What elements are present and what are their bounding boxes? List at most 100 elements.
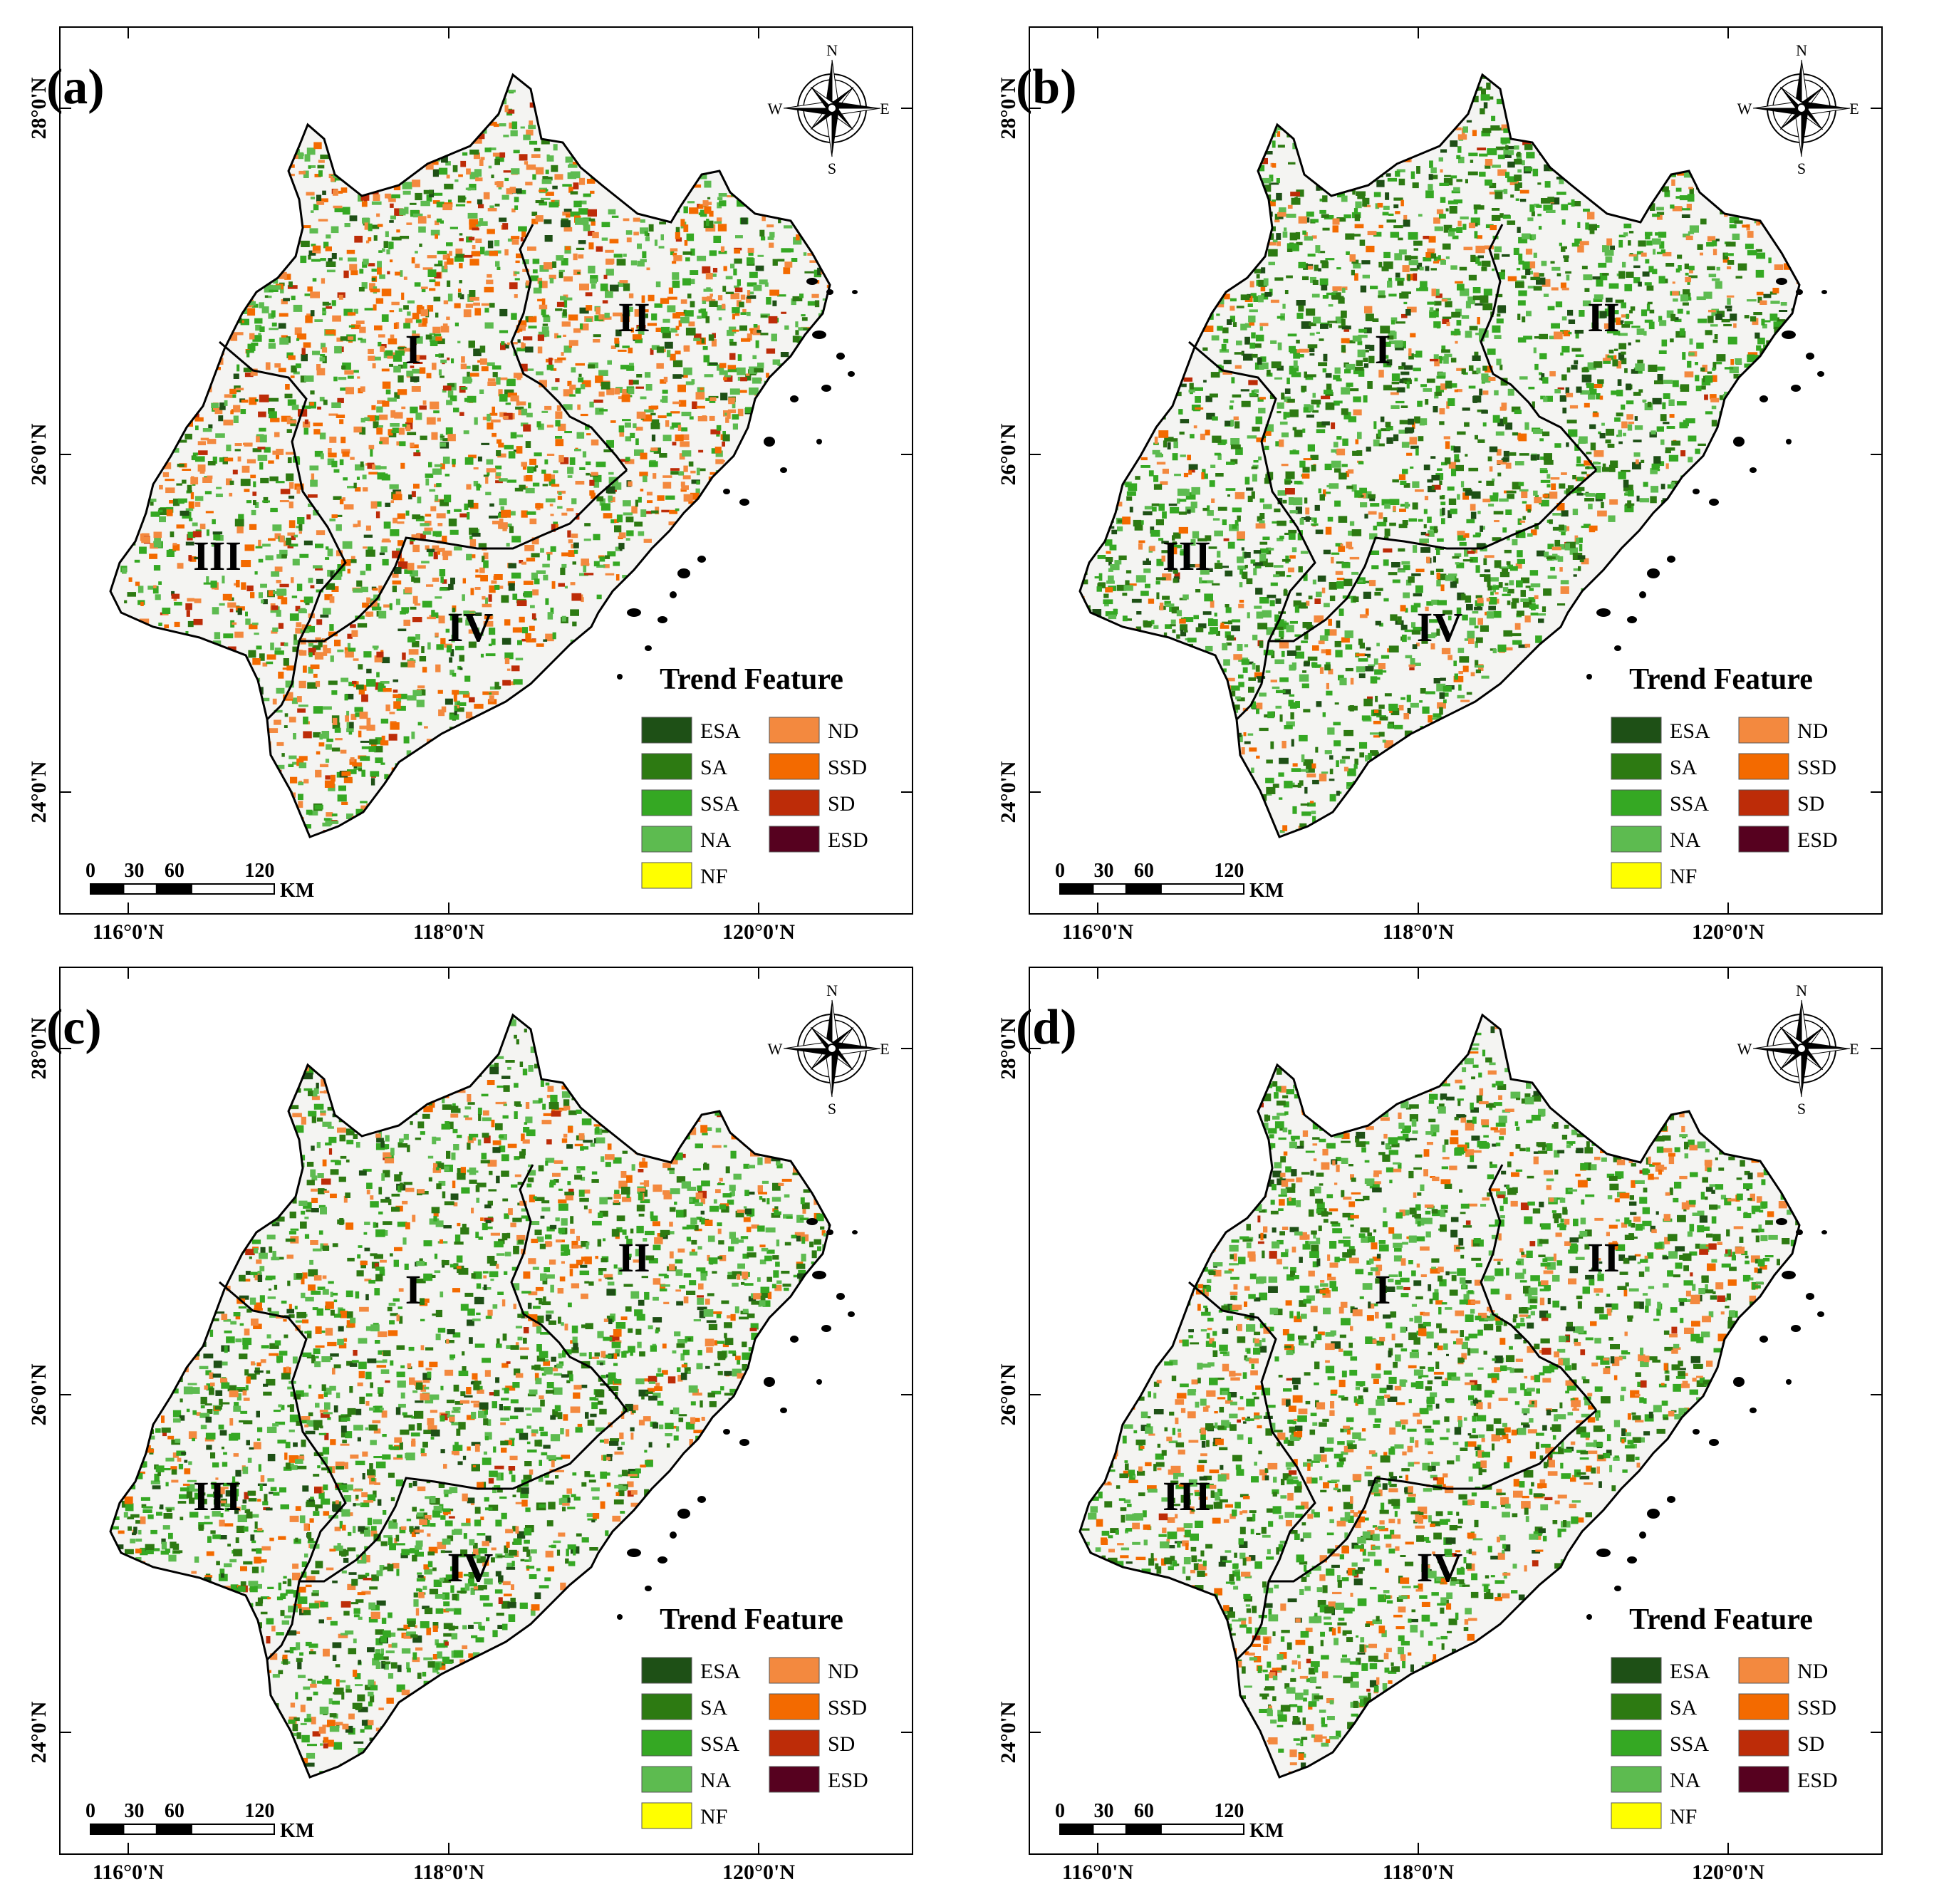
map-panel-b: (b) I II III IV N S E W 28°0'N 26°0'N 24°0'N 116°0'N… — [970, 0, 1939, 940]
island — [677, 1509, 690, 1519]
scale-unit: KM — [280, 880, 314, 902]
island — [723, 1429, 730, 1435]
island — [821, 1325, 831, 1332]
longitude-tick-label: 116°0'N — [1062, 1861, 1134, 1880]
region-boundary — [219, 1281, 347, 1661]
latitude-tick-label: 24°0'N — [997, 1701, 1020, 1763]
island — [848, 1311, 855, 1317]
province-outline — [1078, 1013, 1801, 1779]
legend-label-ssd: SSD — [828, 1696, 867, 1720]
legend: Trend Feature ESA SA SSA NA NF ND SSD SD ESD — [1611, 663, 1838, 889]
legend-label-nf: NF — [700, 865, 727, 888]
island — [1750, 467, 1757, 473]
province-outline — [109, 73, 831, 838]
compass-icon: N S E W — [768, 982, 890, 1118]
legend-swatch-nf — [641, 862, 692, 889]
island — [1667, 556, 1675, 563]
island — [1709, 499, 1719, 506]
region-boundary — [1269, 469, 1597, 643]
island — [1733, 1377, 1745, 1387]
map-svg: (d)IIIIIIIVNSEW28°0'N26°0'N24°0'N116°0'N… — [997, 967, 1883, 1880]
island — [697, 1496, 706, 1503]
legend-swatch-na — [1611, 1766, 1662, 1793]
legend-label-esd: ESD — [1797, 828, 1838, 852]
island — [1693, 1429, 1700, 1435]
island — [1596, 608, 1611, 617]
legend-label-nf: NF — [1670, 865, 1697, 888]
island — [1776, 278, 1787, 285]
region-boundary — [1188, 340, 1316, 721]
legend-label-na: NA — [700, 828, 732, 852]
longitude-tick-label: 120°0'N — [1692, 920, 1764, 940]
legend-swatch-nd — [1738, 1657, 1789, 1684]
map-panel-d: (d) I II III IV N S E W 28°0'N 26°0'N 24°0'N 116°0'N… — [970, 940, 1939, 1880]
region-boundary — [299, 1409, 628, 1583]
region-label-iv: IV — [447, 1544, 494, 1591]
scale-unit: KM — [1249, 880, 1284, 902]
island — [821, 385, 831, 392]
island — [1639, 1531, 1646, 1539]
island — [1759, 395, 1768, 402]
map-svg: (a)IIIIIIIVNSEW28°0'N26°0'N24°0'N116°0'N… — [27, 26, 913, 940]
region-label-iii: III — [1163, 533, 1211, 579]
legend-swatch-ssa — [641, 1729, 692, 1757]
legend-label-nf: NF — [700, 1805, 727, 1828]
longitude-tick-label: 118°0'N — [413, 920, 485, 940]
longitude-tick-label: 118°0'N — [413, 1861, 485, 1880]
longitude-tick-label: 118°0'N — [1383, 920, 1455, 940]
region-boundary — [219, 340, 347, 721]
legend-title: Trend Feature — [1629, 663, 1813, 696]
island — [826, 1229, 833, 1235]
region-boundary — [1480, 1164, 1598, 1411]
island — [1627, 616, 1637, 623]
scale-label: 30 — [1093, 1800, 1113, 1822]
legend-swatch-sd — [1738, 1729, 1789, 1757]
compass-s: S — [828, 160, 836, 177]
legend-label-nd: ND — [1797, 1660, 1828, 1683]
region-boundary — [510, 1164, 628, 1411]
legend-label-sd: SD — [828, 792, 855, 816]
island — [627, 608, 641, 617]
scale-label: 60 — [1134, 860, 1154, 882]
legend-swatch-esa — [1611, 717, 1662, 744]
legend-swatch-ssa — [1611, 789, 1662, 816]
latitude-tick-label: 24°0'N — [27, 761, 51, 823]
legend-label-esd: ESD — [828, 1769, 868, 1792]
island — [764, 1377, 775, 1387]
latitude-tick-label: 28°0'N — [27, 77, 51, 139]
scale-label: 30 — [124, 860, 144, 882]
region-label-iv: IV — [1417, 1544, 1463, 1591]
island — [1596, 1549, 1611, 1557]
scale-label: 120 — [1214, 860, 1244, 882]
legend-swatch-esa — [1611, 1657, 1662, 1684]
region-boundary — [1269, 1409, 1597, 1583]
island — [812, 331, 826, 339]
legend-swatch-ssd — [1738, 1693, 1789, 1720]
legend-label-sa: SA — [700, 756, 728, 779]
longitude-tick-label: 116°0'N — [93, 920, 165, 940]
map-panel-a: (a) I II III IV N S E W 28°0'N 26°0'N 24°0'N 116°0'N… — [0, 0, 970, 940]
region-label-iv: IV — [447, 604, 494, 650]
latitude-tick-label: 26°0'N — [27, 423, 51, 485]
scale-unit: KM — [280, 1820, 314, 1842]
island — [806, 278, 818, 285]
scale-label: 0 — [1055, 860, 1065, 882]
region-label-iii: III — [193, 533, 241, 579]
island — [780, 1408, 787, 1413]
compass-n: N — [826, 41, 838, 59]
legend-swatch-nd — [1738, 717, 1789, 744]
island — [1614, 1586, 1621, 1591]
latitude-tick-label: 26°0'N — [27, 1363, 51, 1425]
legend-swatch-ssa — [641, 789, 692, 816]
compass-n: N — [1796, 982, 1807, 999]
legend-swatch-nd — [769, 1657, 820, 1684]
longitude-tick-label: 116°0'N — [93, 1861, 165, 1880]
compass-w: W — [1737, 100, 1752, 118]
region-label-i: I — [1375, 326, 1391, 373]
latitude-tick-label: 24°0'N — [27, 1701, 51, 1763]
scale-label: 60 — [1134, 1800, 1154, 1822]
longitude-tick-label: 120°0'N — [722, 1861, 795, 1880]
legend-swatch-esa — [641, 717, 692, 744]
latitude-tick-label: 28°0'N — [27, 1017, 51, 1079]
legend-swatch-ssd — [1738, 753, 1789, 780]
